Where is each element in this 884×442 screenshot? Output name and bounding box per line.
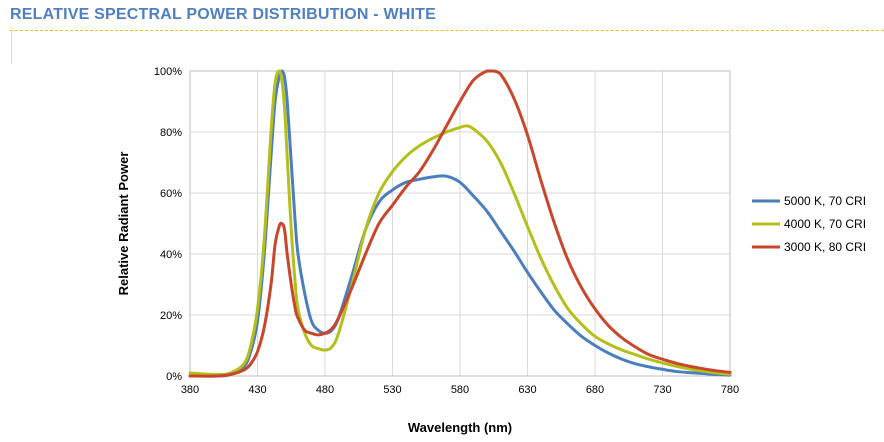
y-tick-label: 20% [160, 310, 182, 322]
page-title: RELATIVE SPECTRAL POWER DISTRIBUTION - W… [10, 6, 436, 23]
series-line-2 [188, 69, 732, 376]
title-divider [10, 30, 884, 31]
chart-ticks: 0% 20% 40% 60% 80% 100% 380 430 480 530 580 630 680 7… [154, 66, 739, 396]
x-tick-label: 530 [383, 384, 401, 396]
x-tick-label: 480 [316, 384, 334, 396]
x-tick-label: 430 [248, 384, 266, 396]
x-tick-label: 680 [586, 384, 604, 396]
y-tick-label: 100% [154, 66, 182, 78]
chart-series [188, 69, 732, 378]
legend-label: 3000 K, 80 CRI [784, 240, 866, 254]
y-tick-label: 40% [160, 249, 182, 261]
y-tick-label: 60% [160, 188, 182, 200]
x-tick-label: 780 [721, 384, 739, 396]
chart-axes [189, 70, 731, 377]
x-tick-label: 580 [451, 384, 469, 396]
series-line-3 [188, 69, 732, 378]
y-axis-title: Relative Radiant Power [116, 152, 131, 296]
page-header: RELATIVE SPECTRAL POWER DISTRIBUTION - W… [0, 0, 884, 64]
x-tick-label: 630 [518, 384, 536, 396]
y-tick-label: 80% [160, 127, 182, 139]
legend-label: 5000 K, 70 CRI [784, 194, 866, 208]
plot-area-border [189, 70, 731, 377]
legend-label: 4000 K, 70 CRI [784, 217, 866, 231]
y-tick-label: 0% [166, 371, 182, 383]
x-axis-title: Wavelength (nm) [408, 420, 512, 435]
corner-divider [0, 30, 12, 64]
x-tick-label: 730 [653, 384, 671, 396]
series-line-1 [188, 69, 732, 378]
chart-legend: 5000 K, 70 CRI 4000 K, 70 CRI 3000 K, 80 C… [752, 194, 866, 254]
x-tick-label: 380 [181, 384, 199, 396]
